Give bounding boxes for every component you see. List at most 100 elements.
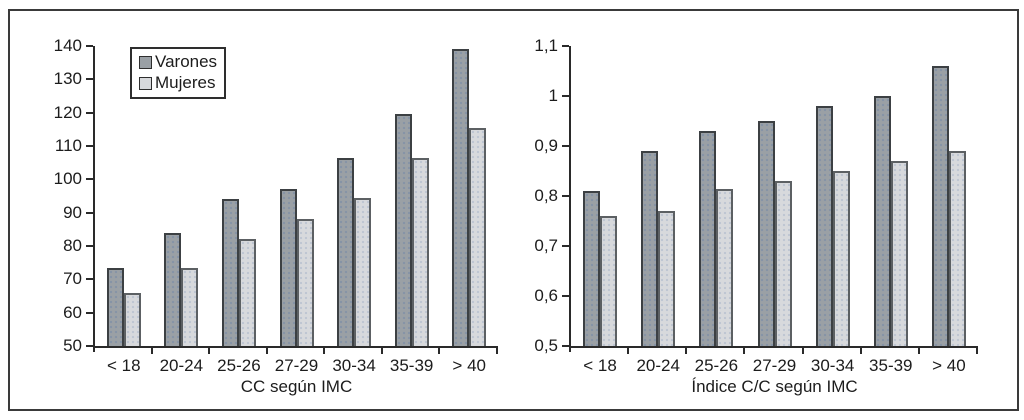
legend: Varones Mujeres <box>130 47 226 99</box>
bar-mujeres-1 <box>181 267 199 346</box>
y-tick <box>86 211 93 214</box>
bar-mujeres-1 <box>658 211 676 346</box>
y-tick <box>562 345 569 347</box>
bar-mujeres-0 <box>123 292 141 346</box>
bar-varones-1 <box>641 151 659 346</box>
x-category-label: 20-24 <box>636 356 680 375</box>
x-category-label: < 18 <box>583 356 617 375</box>
y-tick-label: 1,1 <box>534 36 558 55</box>
y-tick-label: 80 <box>63 236 82 255</box>
y-tick <box>562 295 569 297</box>
bar-mujeres-3 <box>774 181 792 346</box>
bar-varones-4 <box>337 157 355 346</box>
y-axis-line <box>93 46 95 352</box>
y-tick-label: 0,6 <box>534 286 558 305</box>
x-category-label: 20-24 <box>159 356 204 375</box>
x-tick <box>438 348 441 354</box>
x-category-label: > 40 <box>452 356 486 375</box>
y-tick-label: 0,8 <box>534 186 558 205</box>
bar-varones-6 <box>931 66 949 346</box>
y-tick-label: 0,5 <box>534 336 558 355</box>
x-category-label: 35-39 <box>869 356 913 375</box>
bar-mujeres-4 <box>832 171 850 346</box>
y-tick <box>86 278 93 281</box>
bar-mujeres-3 <box>296 219 314 346</box>
x-category-label: 30-34 <box>332 356 376 375</box>
y-tick <box>562 95 569 97</box>
y-tick-label: 1 <box>548 86 558 105</box>
y-tick <box>86 111 93 114</box>
bar-varones-6 <box>452 49 470 346</box>
legend-item-mujeres: Mujeres <box>139 74 218 92</box>
y-tick <box>86 245 93 247</box>
x-axis-line <box>569 346 978 348</box>
y-tick-label: 0,9 <box>534 136 558 155</box>
x-category-label: < 18 <box>107 356 141 375</box>
bar-varones-2 <box>699 131 717 346</box>
bar-varones-5 <box>394 114 412 346</box>
x-tick <box>685 348 688 354</box>
x-category-label: > 40 <box>932 356 966 375</box>
x-tick <box>208 348 211 354</box>
x-tick <box>743 348 746 354</box>
bar-mujeres-5 <box>890 161 908 346</box>
y-tick <box>562 145 569 147</box>
legend-label-varones: Varones <box>155 52 218 71</box>
bar-varones-0 <box>583 191 601 346</box>
y-tick-label: 140 <box>53 36 82 55</box>
y-tick <box>86 345 93 347</box>
x-category-label: 25-26 <box>217 356 261 375</box>
y-tick <box>562 245 569 247</box>
bar-mujeres-6 <box>469 127 487 346</box>
y-tick <box>86 78 93 81</box>
x-category-label: 30-34 <box>810 356 855 375</box>
bar-varones-1 <box>164 232 182 346</box>
y-tick-label: 100 <box>53 169 82 189</box>
x-category-label: 27-29 <box>274 356 319 375</box>
bar-mujeres-2 <box>716 188 734 346</box>
bar-varones-3 <box>757 121 775 346</box>
x-tick <box>323 348 326 354</box>
bar-mujeres-5 <box>411 157 429 346</box>
y-tick <box>562 45 569 47</box>
x-axis-line <box>93 346 498 348</box>
y-tick-label: 70 <box>63 269 82 289</box>
x-tick <box>150 348 153 354</box>
y-axis-line <box>569 46 571 352</box>
x-tick <box>976 348 978 354</box>
x-tick <box>496 348 498 354</box>
bar-mujeres-6 <box>948 151 966 346</box>
varones-swatch-icon <box>139 55 152 69</box>
y-tick-label: 0,7 <box>534 236 558 255</box>
x-category-label: 27-29 <box>752 356 797 375</box>
bar-mujeres-2 <box>238 239 256 346</box>
x-category-label: 35-39 <box>389 356 434 375</box>
x-axis-title-right: Índice C/C según IMC <box>691 377 858 396</box>
y-tick <box>86 178 93 181</box>
y-tick-label: 90 <box>63 202 82 222</box>
x-category-label: 25-26 <box>694 356 739 375</box>
bar-varones-5 <box>873 96 891 346</box>
y-tick-label: 60 <box>63 302 82 322</box>
x-tick <box>917 348 920 354</box>
bar-mujeres-0 <box>600 216 618 346</box>
y-tick <box>86 45 93 47</box>
y-tick <box>86 311 93 314</box>
bar-mujeres-4 <box>354 197 372 346</box>
x-tick <box>265 348 268 354</box>
bar-varones-0 <box>106 267 124 346</box>
x-tick <box>627 348 630 354</box>
y-tick-label: 120 <box>53 102 82 122</box>
bar-varones-3 <box>279 189 297 346</box>
bar-varones-4 <box>815 106 833 346</box>
y-tick <box>562 195 569 197</box>
legend-label-mujeres: Mujeres <box>155 73 216 92</box>
y-tick-label: 110 <box>54 136 82 155</box>
x-axis-title-left: CC según IMC <box>240 377 353 396</box>
y-tick-label: 130 <box>53 69 82 89</box>
x-tick <box>801 348 804 354</box>
y-tick-label: 50 <box>63 336 82 355</box>
bar-varones-2 <box>221 199 239 346</box>
y-tick <box>86 145 93 147</box>
